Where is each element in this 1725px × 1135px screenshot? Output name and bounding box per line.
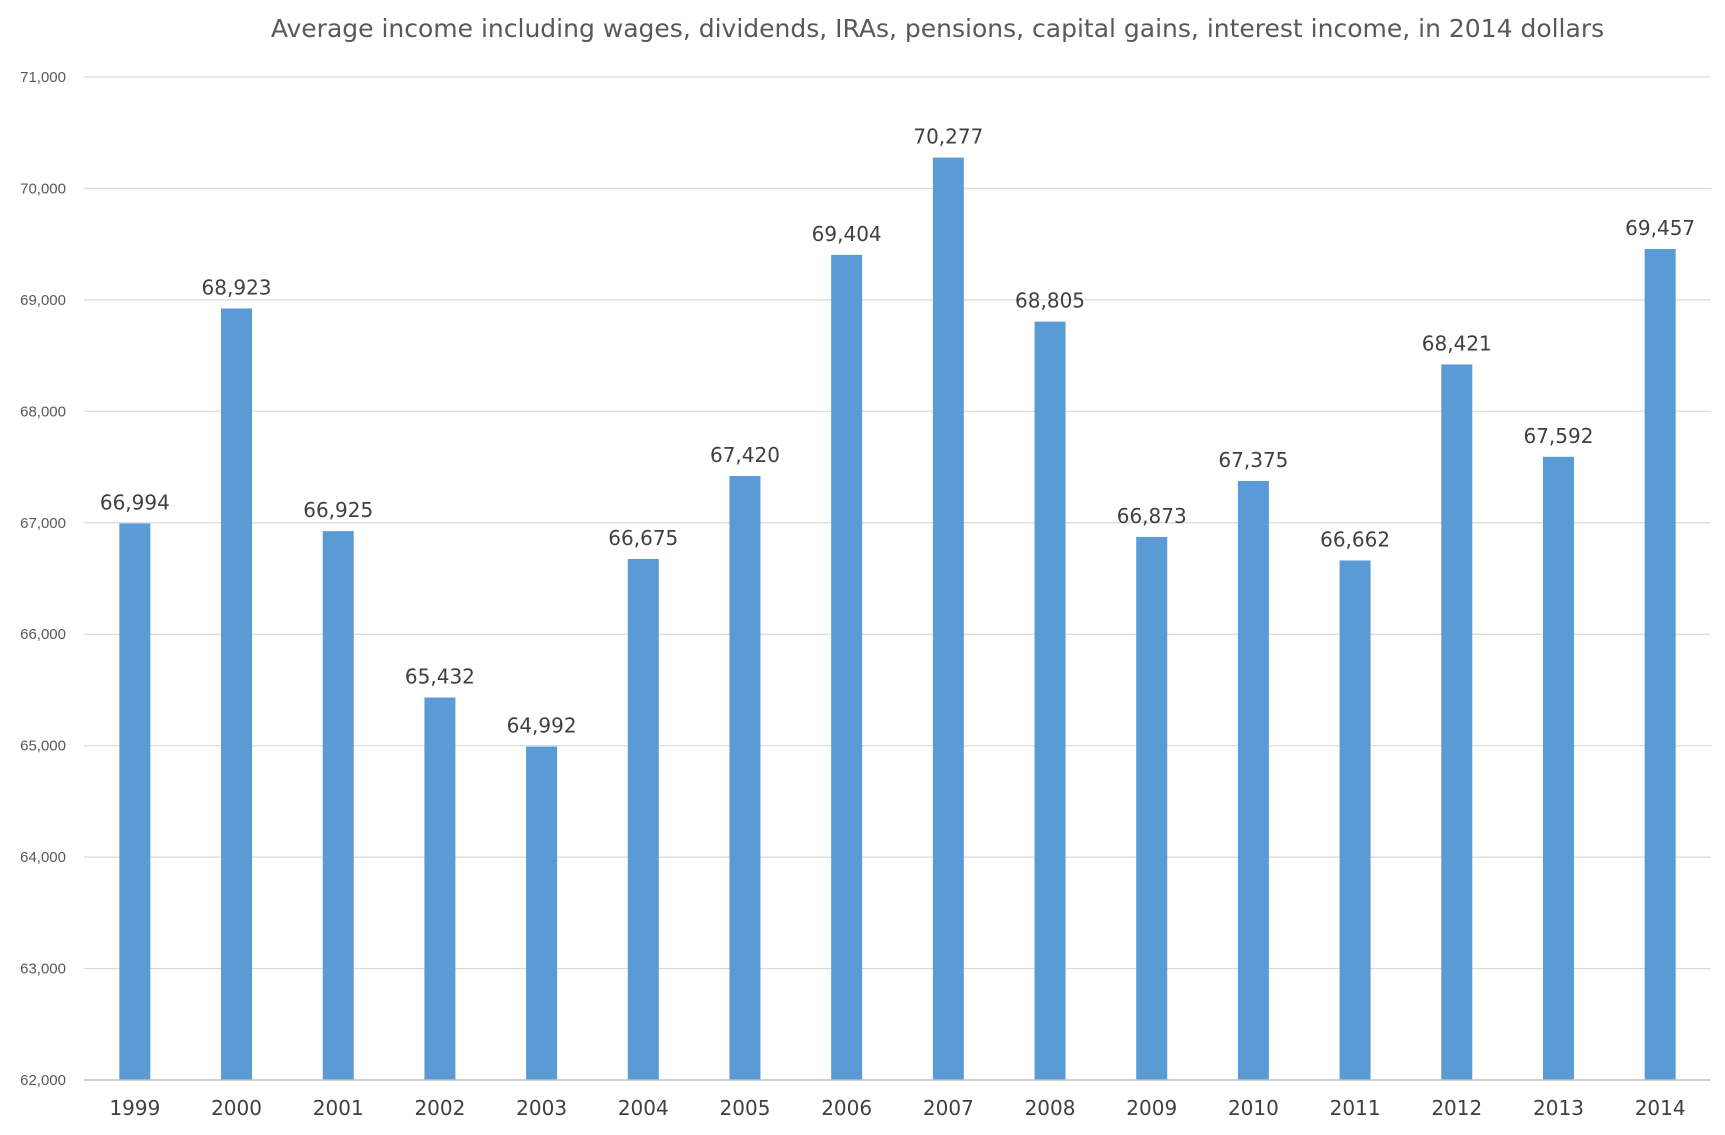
x-tick-label: 2012 bbox=[1431, 1096, 1482, 1120]
x-tick-label: 2011 bbox=[1330, 1096, 1381, 1120]
data-label: 69,404 bbox=[812, 222, 882, 246]
data-label: 68,923 bbox=[202, 275, 272, 299]
bar-2003 bbox=[526, 746, 558, 1080]
chart-title: Average income including wages, dividend… bbox=[270, 14, 1605, 43]
bar-2014 bbox=[1644, 248, 1676, 1081]
bar-2013 bbox=[1542, 456, 1574, 1080]
data-label: 64,992 bbox=[507, 714, 577, 738]
bar-1999 bbox=[119, 523, 151, 1080]
y-tick-label: 66,000 bbox=[20, 626, 66, 643]
data-labels: 66,994 68,923 66,925 65,432 64,992 66,675 67,4… bbox=[100, 125, 1695, 738]
data-label: 66,662 bbox=[1320, 527, 1390, 551]
bar-2012 bbox=[1441, 364, 1473, 1080]
x-tick-label: 2009 bbox=[1126, 1096, 1177, 1120]
x-tick-label: 2004 bbox=[618, 1096, 669, 1120]
data-label: 68,805 bbox=[1015, 289, 1085, 313]
y-tick-label: 65,000 bbox=[20, 738, 66, 755]
y-tick-label: 71,000 bbox=[20, 69, 66, 86]
x-tick-label: 2003 bbox=[516, 1096, 567, 1120]
bar-2011 bbox=[1339, 560, 1371, 1080]
x-tick-label: 1999 bbox=[109, 1096, 160, 1120]
bar-2000 bbox=[221, 308, 253, 1081]
data-label: 65,432 bbox=[405, 665, 475, 689]
x-tick-label: 2002 bbox=[414, 1096, 465, 1120]
y-tick-label: 70,000 bbox=[20, 180, 66, 197]
bars bbox=[119, 157, 1676, 1081]
bar-2010 bbox=[1237, 480, 1269, 1081]
data-label: 67,375 bbox=[1218, 448, 1288, 472]
x-tick-label: 2010 bbox=[1228, 1096, 1279, 1120]
data-label: 68,421 bbox=[1422, 331, 1492, 355]
data-label: 66,994 bbox=[100, 490, 170, 514]
bar-2004 bbox=[627, 558, 659, 1080]
y-axis-tick-labels: 62,000 63,000 64,000 65,000 66,000 67,000 68,0… bbox=[20, 69, 66, 1089]
y-tick-label: 62,000 bbox=[20, 1072, 66, 1089]
data-label: 66,873 bbox=[1117, 504, 1187, 528]
data-label: 66,925 bbox=[303, 498, 373, 522]
data-label: 69,457 bbox=[1625, 216, 1695, 240]
x-tick-label: 2013 bbox=[1533, 1096, 1584, 1120]
bar-2006 bbox=[831, 254, 863, 1080]
bar-2007 bbox=[932, 157, 964, 1080]
bar-2001 bbox=[322, 531, 354, 1080]
bar-2009 bbox=[1136, 536, 1168, 1080]
y-tick-label: 67,000 bbox=[20, 515, 66, 532]
x-tick-label: 2014 bbox=[1635, 1096, 1686, 1120]
x-tick-label: 2006 bbox=[821, 1096, 872, 1120]
gridlines bbox=[84, 76, 1711, 970]
y-tick-label: 64,000 bbox=[20, 849, 66, 866]
bar-2005 bbox=[729, 475, 761, 1081]
data-label: 66,675 bbox=[608, 526, 678, 550]
bar-2002 bbox=[424, 697, 456, 1080]
bar-2008 bbox=[1034, 321, 1066, 1080]
x-tick-label: 2001 bbox=[313, 1096, 364, 1120]
x-tick-label: 2005 bbox=[720, 1096, 771, 1120]
x-tick-label: 2000 bbox=[211, 1096, 262, 1120]
y-tick-label: 69,000 bbox=[20, 292, 66, 309]
data-label: 67,592 bbox=[1523, 424, 1593, 448]
data-label: 70,277 bbox=[913, 125, 983, 149]
x-axis-tick-labels: 1999 2000 2001 2002 2003 2004 2005 2006 2007 2008… bbox=[109, 1096, 1685, 1120]
x-tick-label: 2007 bbox=[923, 1096, 974, 1120]
y-tick-label: 68,000 bbox=[20, 403, 66, 420]
y-tick-label: 63,000 bbox=[20, 961, 66, 978]
data-label: 67,420 bbox=[710, 443, 780, 467]
x-tick-label: 2008 bbox=[1025, 1096, 1076, 1120]
